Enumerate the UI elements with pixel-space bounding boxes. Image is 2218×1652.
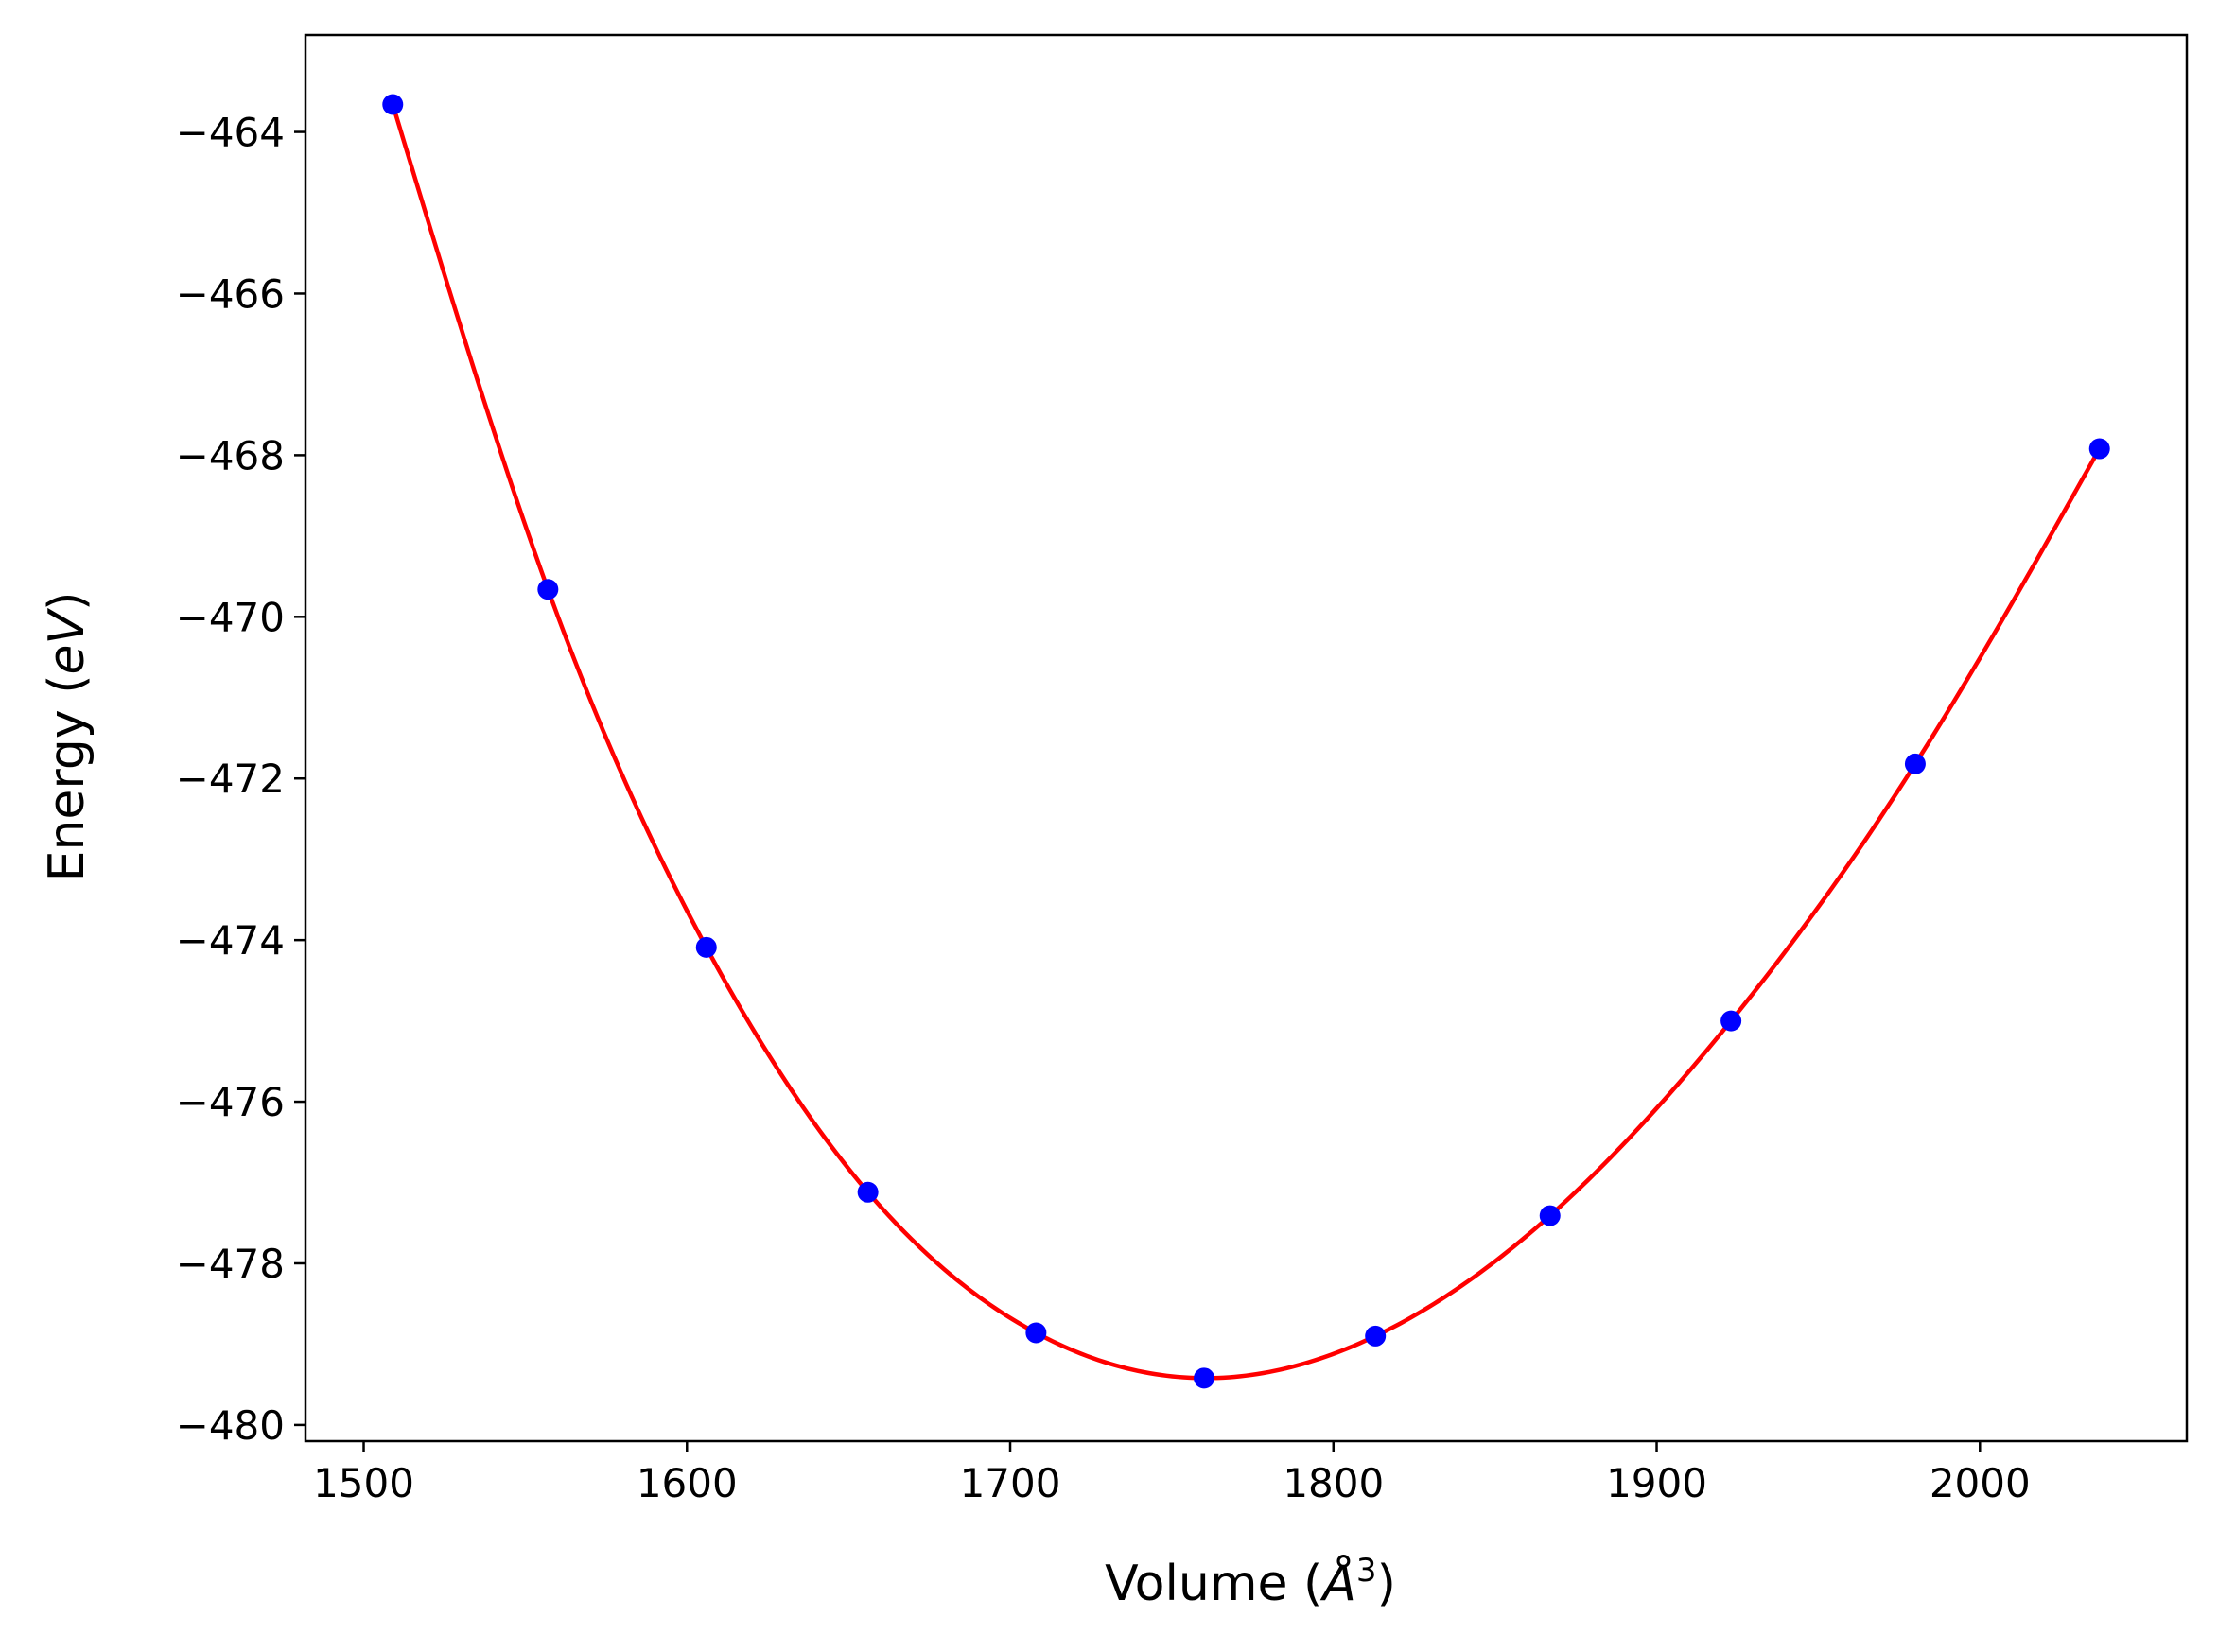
y-tick-label: −476 <box>176 1079 285 1125</box>
x-tick-label: 1900 <box>1606 1460 1707 1506</box>
x-axis-label-superscript: 3 <box>1356 1552 1377 1590</box>
x-axis-label-prefix: Volume ( <box>1105 1556 1322 1612</box>
x-axis-label-unit: Å <box>1319 1554 1356 1612</box>
data-point <box>1904 753 1926 774</box>
y-tick-label: −474 <box>176 917 285 964</box>
fit-curve <box>391 103 2102 1381</box>
y-tick-label: −464 <box>176 110 285 156</box>
data-point <box>1720 1010 1742 1032</box>
axes-frame <box>304 33 2189 1443</box>
y-tick-label: −466 <box>176 270 285 317</box>
data-point <box>2088 438 2110 460</box>
x-tick-label: 1800 <box>1283 1460 1384 1506</box>
data-point <box>1539 1205 1561 1226</box>
data-point <box>1194 1367 1215 1389</box>
y-axis-label-unit: eV <box>39 608 96 675</box>
y-axis-label-prefix: Energy ( <box>39 675 96 882</box>
x-tick-label: 1700 <box>960 1460 1061 1506</box>
y-tick-label: −470 <box>176 594 285 640</box>
y-tick-label: −472 <box>176 756 285 802</box>
x-tick-label: 2000 <box>1930 1460 2031 1506</box>
data-point <box>1025 1322 1047 1344</box>
y-axis-label: Energy (eV) <box>39 592 96 882</box>
data-point <box>537 579 559 600</box>
data-point <box>695 936 717 958</box>
x-tick-label: 1500 <box>313 1460 414 1506</box>
y-tick-label: −480 <box>176 1402 285 1449</box>
x-tick-label: 1600 <box>637 1460 738 1506</box>
ticks: 1500 1600 1700 1800 1900 2000 −464 −466 −468 −470… <box>176 110 2031 1506</box>
y-axis-label-suffix: ) <box>39 592 96 611</box>
x-axis-label-suffix: ) <box>1377 1556 1396 1612</box>
x-axis-label: Volume (Å3) <box>1105 1552 1396 1612</box>
data-point <box>857 1181 879 1203</box>
data-point <box>382 94 404 115</box>
data-point <box>1365 1325 1387 1347</box>
y-tick-label: −478 <box>176 1241 285 1287</box>
y-tick-label: −468 <box>176 432 285 478</box>
plot-area <box>382 94 2110 1389</box>
